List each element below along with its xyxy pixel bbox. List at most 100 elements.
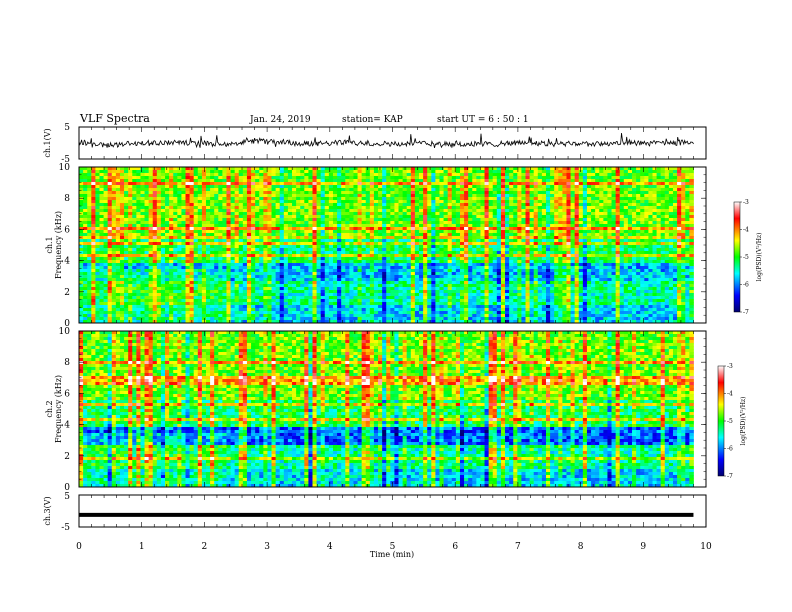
spectrogram-cell <box>328 179 334 183</box>
spectrogram-cell <box>480 242 485 246</box>
spectrogram-cell <box>87 167 92 171</box>
spectrogram-cell <box>156 170 162 174</box>
spectrogram-cell <box>652 260 657 264</box>
spectrogram-cell <box>398 191 404 195</box>
spectrogram-cell <box>386 185 391 189</box>
spectrogram-cell <box>537 254 543 258</box>
spectrogram-cell <box>341 248 346 252</box>
spectrogram-cell <box>484 203 490 207</box>
spectrogram-cell <box>115 257 121 261</box>
spectrogram-cell <box>271 260 277 264</box>
spectrogram-cell <box>91 185 96 189</box>
spectrogram-cell <box>525 212 531 216</box>
spectrogram-cell <box>505 209 510 213</box>
spectrogram-cell <box>349 194 354 198</box>
spectrogram-cell <box>541 173 547 177</box>
spectrogram-cell <box>443 200 449 204</box>
spectrogram-cell <box>554 221 559 225</box>
spectrogram-cell <box>390 230 395 234</box>
spectrogram-cell <box>582 200 588 204</box>
spectrogram-cell <box>259 221 264 225</box>
spectrogram-cell <box>586 200 592 204</box>
spectrogram-cell <box>427 179 432 183</box>
spectrogram-cell <box>251 200 256 204</box>
spectrogram-cell <box>603 170 608 174</box>
spectrogram-cell <box>570 191 576 195</box>
spectrogram-cell <box>521 239 526 243</box>
spectrogram-cell <box>259 203 264 207</box>
spectrogram-cell <box>246 224 252 228</box>
spectrogram-cell <box>451 188 457 192</box>
spectrogram-cell <box>214 263 219 267</box>
spectrogram-cell <box>255 212 260 216</box>
spectrogram-cell <box>427 254 432 258</box>
spectrogram-cell <box>124 245 129 249</box>
spectrogram-cell <box>500 218 506 222</box>
spectrogram-cell <box>345 191 350 195</box>
spectrogram-cell <box>275 221 281 225</box>
spectrogram-cell <box>644 191 649 195</box>
spectrogram-cell <box>365 212 371 216</box>
spectrogram-cell <box>275 179 281 183</box>
spectrogram-cell <box>390 233 395 237</box>
spectrogram-cell <box>267 188 272 192</box>
spectrogram-cell <box>615 167 621 171</box>
spectrogram-cell <box>263 245 268 249</box>
spectrogram-cell <box>218 236 223 240</box>
spectrogram-cell <box>160 236 166 240</box>
spectrogram-cell <box>332 179 338 183</box>
spectrogram-cell <box>337 194 342 198</box>
spectrogram-cell <box>296 191 301 195</box>
spectrogram-cell <box>119 167 125 171</box>
spectrogram-cell <box>664 170 670 174</box>
spectrogram-cell <box>169 209 174 213</box>
spectrogram-cell <box>218 185 223 189</box>
spectrogram-cell <box>689 197 694 201</box>
spectrogram-cell <box>529 188 535 192</box>
spectrogram-cell <box>632 188 637 192</box>
spectrogram-cell <box>664 233 670 237</box>
spectrogram-cell <box>550 179 555 183</box>
spectrogram-cell <box>357 224 363 228</box>
spectrogram-cell <box>103 236 109 240</box>
spectrogram-cell <box>165 206 170 210</box>
spectrogram-cell <box>144 233 150 237</box>
spectrogram-cell <box>427 212 432 216</box>
spectrogram-cell <box>447 191 453 195</box>
spectrogram-cell <box>87 254 92 258</box>
spectrogram-cell <box>353 233 358 237</box>
spectrogram-cell <box>586 179 592 183</box>
spectrogram-cell <box>402 209 408 213</box>
spectrogram-cell <box>218 182 223 186</box>
spectrogram-cell <box>435 239 440 243</box>
spectrogram-cell <box>320 215 326 219</box>
spectrogram-cell <box>160 209 166 213</box>
spectrogram-cell <box>132 218 137 222</box>
spectrogram-cell <box>242 170 248 174</box>
spectrogram-cell <box>373 203 379 207</box>
spectrogram-cell <box>599 209 604 213</box>
spectrogram-cell <box>488 185 494 189</box>
spectrogram-cell <box>189 257 195 261</box>
spectrogram-cell <box>369 257 375 261</box>
spectrogram-cell <box>128 203 133 207</box>
spectrogram-cell <box>505 221 510 225</box>
spectrogram-cell <box>615 203 621 207</box>
spectrogram-cell <box>214 206 219 210</box>
spectrogram-cell <box>550 239 555 243</box>
spectrogram-cell <box>423 227 428 231</box>
spectrogram-cell <box>251 224 256 228</box>
spectrogram-cell <box>148 215 154 219</box>
spectrogram-cell <box>296 212 301 216</box>
spectrogram-cell <box>644 248 649 252</box>
spectrogram-cell <box>427 224 432 228</box>
spectrogram-cell <box>255 260 260 264</box>
spectrogram-cell <box>316 221 322 225</box>
spectrogram-cell <box>214 236 219 240</box>
spectrogram-cell <box>222 242 227 246</box>
spectrogram-cell <box>316 197 322 201</box>
spectrogram-cell <box>406 212 412 216</box>
spectrogram-cell <box>201 185 207 189</box>
spectrogram-cell <box>390 188 395 192</box>
spectrogram-cell <box>337 245 342 249</box>
